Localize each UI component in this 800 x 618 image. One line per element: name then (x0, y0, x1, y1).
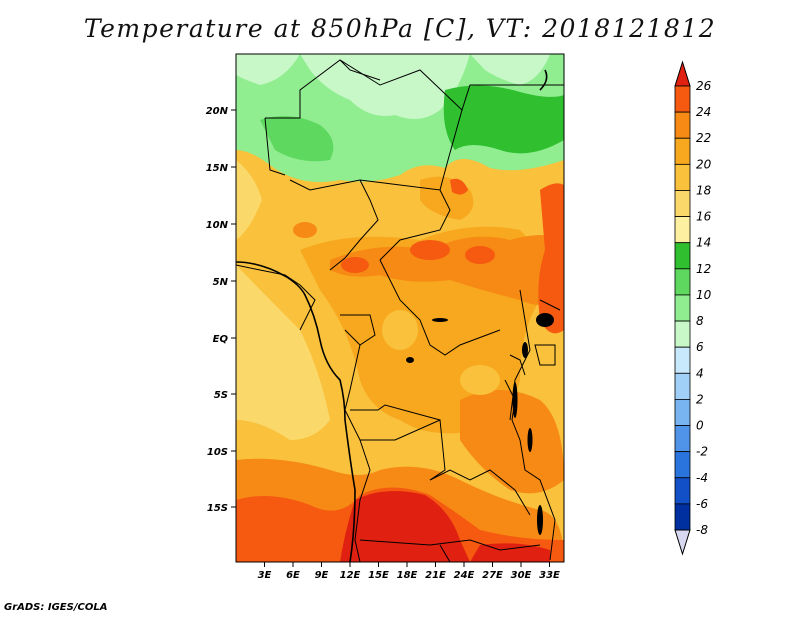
colorbar-label: -2 (696, 445, 708, 459)
colorbar-segment (674, 190, 691, 217)
colorbar-segment (674, 137, 691, 165)
colorbar-segment (674, 268, 691, 296)
colorbar-label: 16 (696, 210, 712, 224)
lat-label: EQ (213, 334, 229, 345)
colorbar-segment (674, 503, 691, 531)
colorbar-label: 2 (696, 392, 704, 406)
lon-label: 6E (286, 570, 300, 581)
colorbar-segment (674, 346, 691, 374)
lat-label: 20N (206, 106, 229, 117)
coastline (236, 69, 548, 562)
colorbar-segment (674, 477, 691, 505)
colorbar-segment (674, 320, 691, 348)
colorbar-label: -6 (696, 497, 708, 511)
colorbar-label: 24 (696, 105, 711, 119)
colorbar-label: 8 (696, 314, 704, 328)
lat-label: 10S (207, 447, 228, 458)
colorbar-label: 6 (696, 340, 704, 354)
colorbar-label: -8 (696, 523, 708, 537)
lon-label: 21E (425, 570, 446, 581)
lakes (406, 313, 554, 535)
latitude-axis: 20N 15N 10N 5N EQ 5S 10S 15S (206, 106, 236, 514)
lon-label: 15E (368, 570, 389, 581)
colorbar-segment (674, 425, 691, 453)
colorbar-label: 20 (696, 157, 712, 171)
colorbar-label: 12 (696, 262, 711, 276)
colorbar-label: 4 (696, 366, 704, 380)
lon-label: 3E (258, 570, 272, 581)
country-borders (236, 59, 564, 562)
lat-label: 5S (214, 390, 228, 401)
colorbar-label: 10 (696, 288, 712, 302)
colorbar-label: 22 (696, 131, 711, 145)
colorbar-label: 14 (696, 236, 711, 250)
lat-label: 5N (213, 277, 229, 288)
grads-credit: GrADS: IGES/COLA (4, 602, 108, 613)
colorbar-segment (674, 399, 691, 426)
colorbar-segment (674, 372, 691, 400)
colorbar-segment (674, 294, 691, 322)
colorbar-segment (674, 85, 691, 113)
lat-label: 15S (207, 503, 228, 514)
colorbar-segment (674, 451, 691, 479)
colorbar-segment (674, 111, 691, 139)
map-title: Temperature at 850hPa [C], VT: 201812181… (83, 14, 717, 43)
lon-label: 24E (454, 570, 475, 581)
colorbar-label: 26 (696, 79, 712, 93)
lon-label: 18E (397, 570, 418, 581)
lon-label: 33E (539, 570, 560, 581)
lon-label: 27E (482, 570, 503, 581)
map-frame (235, 53, 565, 563)
colorbar-over-triangle (674, 60, 691, 87)
lon-label: 30E (511, 570, 532, 581)
temperature-field (236, 54, 564, 562)
lon-label: 12E (340, 570, 361, 581)
longitude-axis: 3E 6E 9E 12E 15E 18E 21E 24E 27E 30E 33E (258, 562, 560, 581)
colorbar-label: -4 (696, 471, 708, 485)
colorbar-segment (674, 242, 691, 270)
colorbar-segment (674, 216, 691, 244)
colorbar-under-triangle (674, 529, 691, 556)
lat-label: 15N (206, 163, 229, 174)
colorbar-segment (674, 163, 691, 191)
lon-label: 9E (315, 570, 329, 581)
lat-label: 10N (206, 220, 229, 231)
colorbar-label: 0 (696, 419, 704, 433)
colorbar-label: 18 (696, 183, 712, 197)
